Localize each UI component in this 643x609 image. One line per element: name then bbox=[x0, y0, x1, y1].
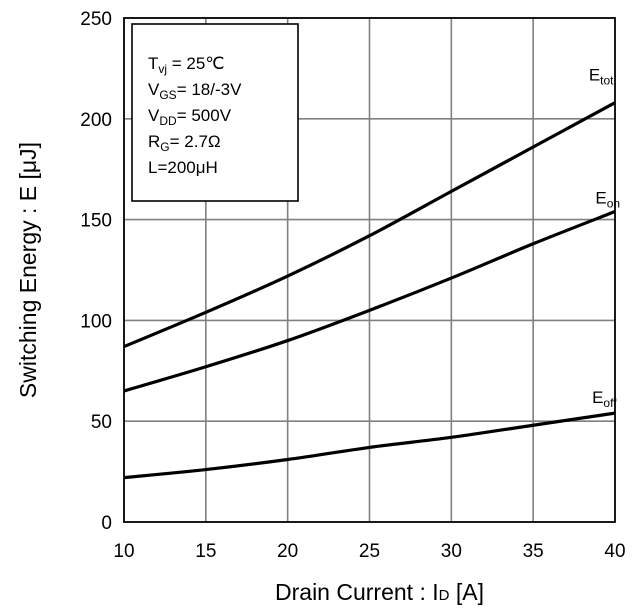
series-label-Etot: Etot bbox=[589, 65, 614, 87]
conditions-box-frame bbox=[131, 23, 299, 202]
condition-line: Tvj = 25℃ bbox=[148, 54, 224, 76]
y-tick-label: 0 bbox=[101, 513, 112, 534]
x-axis-title: Drain Current : ID [A] bbox=[275, 579, 484, 605]
x-tick-label: 20 bbox=[277, 541, 298, 562]
x-tick-label: 15 bbox=[195, 541, 216, 562]
series-labels: Etot Eon Eoff bbox=[589, 65, 620, 410]
condition-line: RG= 2.7Ω bbox=[148, 132, 221, 154]
series-label-Eon: Eon bbox=[595, 188, 620, 210]
x-tick-label: 35 bbox=[523, 541, 544, 562]
series-label-Eoff: Eoff bbox=[592, 388, 617, 410]
condition-line: L=200μH bbox=[148, 158, 218, 177]
series-line-Eoff bbox=[123, 411, 616, 480]
y-tick-label: 50 bbox=[91, 412, 112, 433]
tick-labels: 10 15 20 25 30 35 40 0 50 100 150 200 250 bbox=[80, 9, 625, 562]
plot-frame bbox=[123, 17, 616, 523]
y-tick-label: 200 bbox=[80, 110, 112, 131]
series-lines bbox=[123, 101, 616, 480]
y-tick-label: 150 bbox=[80, 211, 112, 232]
series-line-Etot bbox=[123, 101, 616, 349]
y-axis-title: Switching Energy : E [μJ] bbox=[15, 142, 41, 398]
series-line-Eon bbox=[123, 210, 616, 393]
x-tick-label: 40 bbox=[604, 541, 625, 562]
x-tick-label: 10 bbox=[113, 541, 134, 562]
y-tick-label: 250 bbox=[80, 9, 112, 30]
condition-line: VGS= 18/-3V bbox=[148, 80, 242, 102]
x-tick-label: 30 bbox=[441, 541, 462, 562]
conditions-box: Tvj = 25℃ VGS= 18/-3V VDD= 500V RG= 2.7Ω L=2… bbox=[131, 23, 299, 202]
condition-line: VDD= 500V bbox=[148, 106, 232, 128]
axes bbox=[123, 17, 616, 523]
y-tick-label: 100 bbox=[80, 311, 112, 332]
x-tick-label: 25 bbox=[359, 541, 380, 562]
